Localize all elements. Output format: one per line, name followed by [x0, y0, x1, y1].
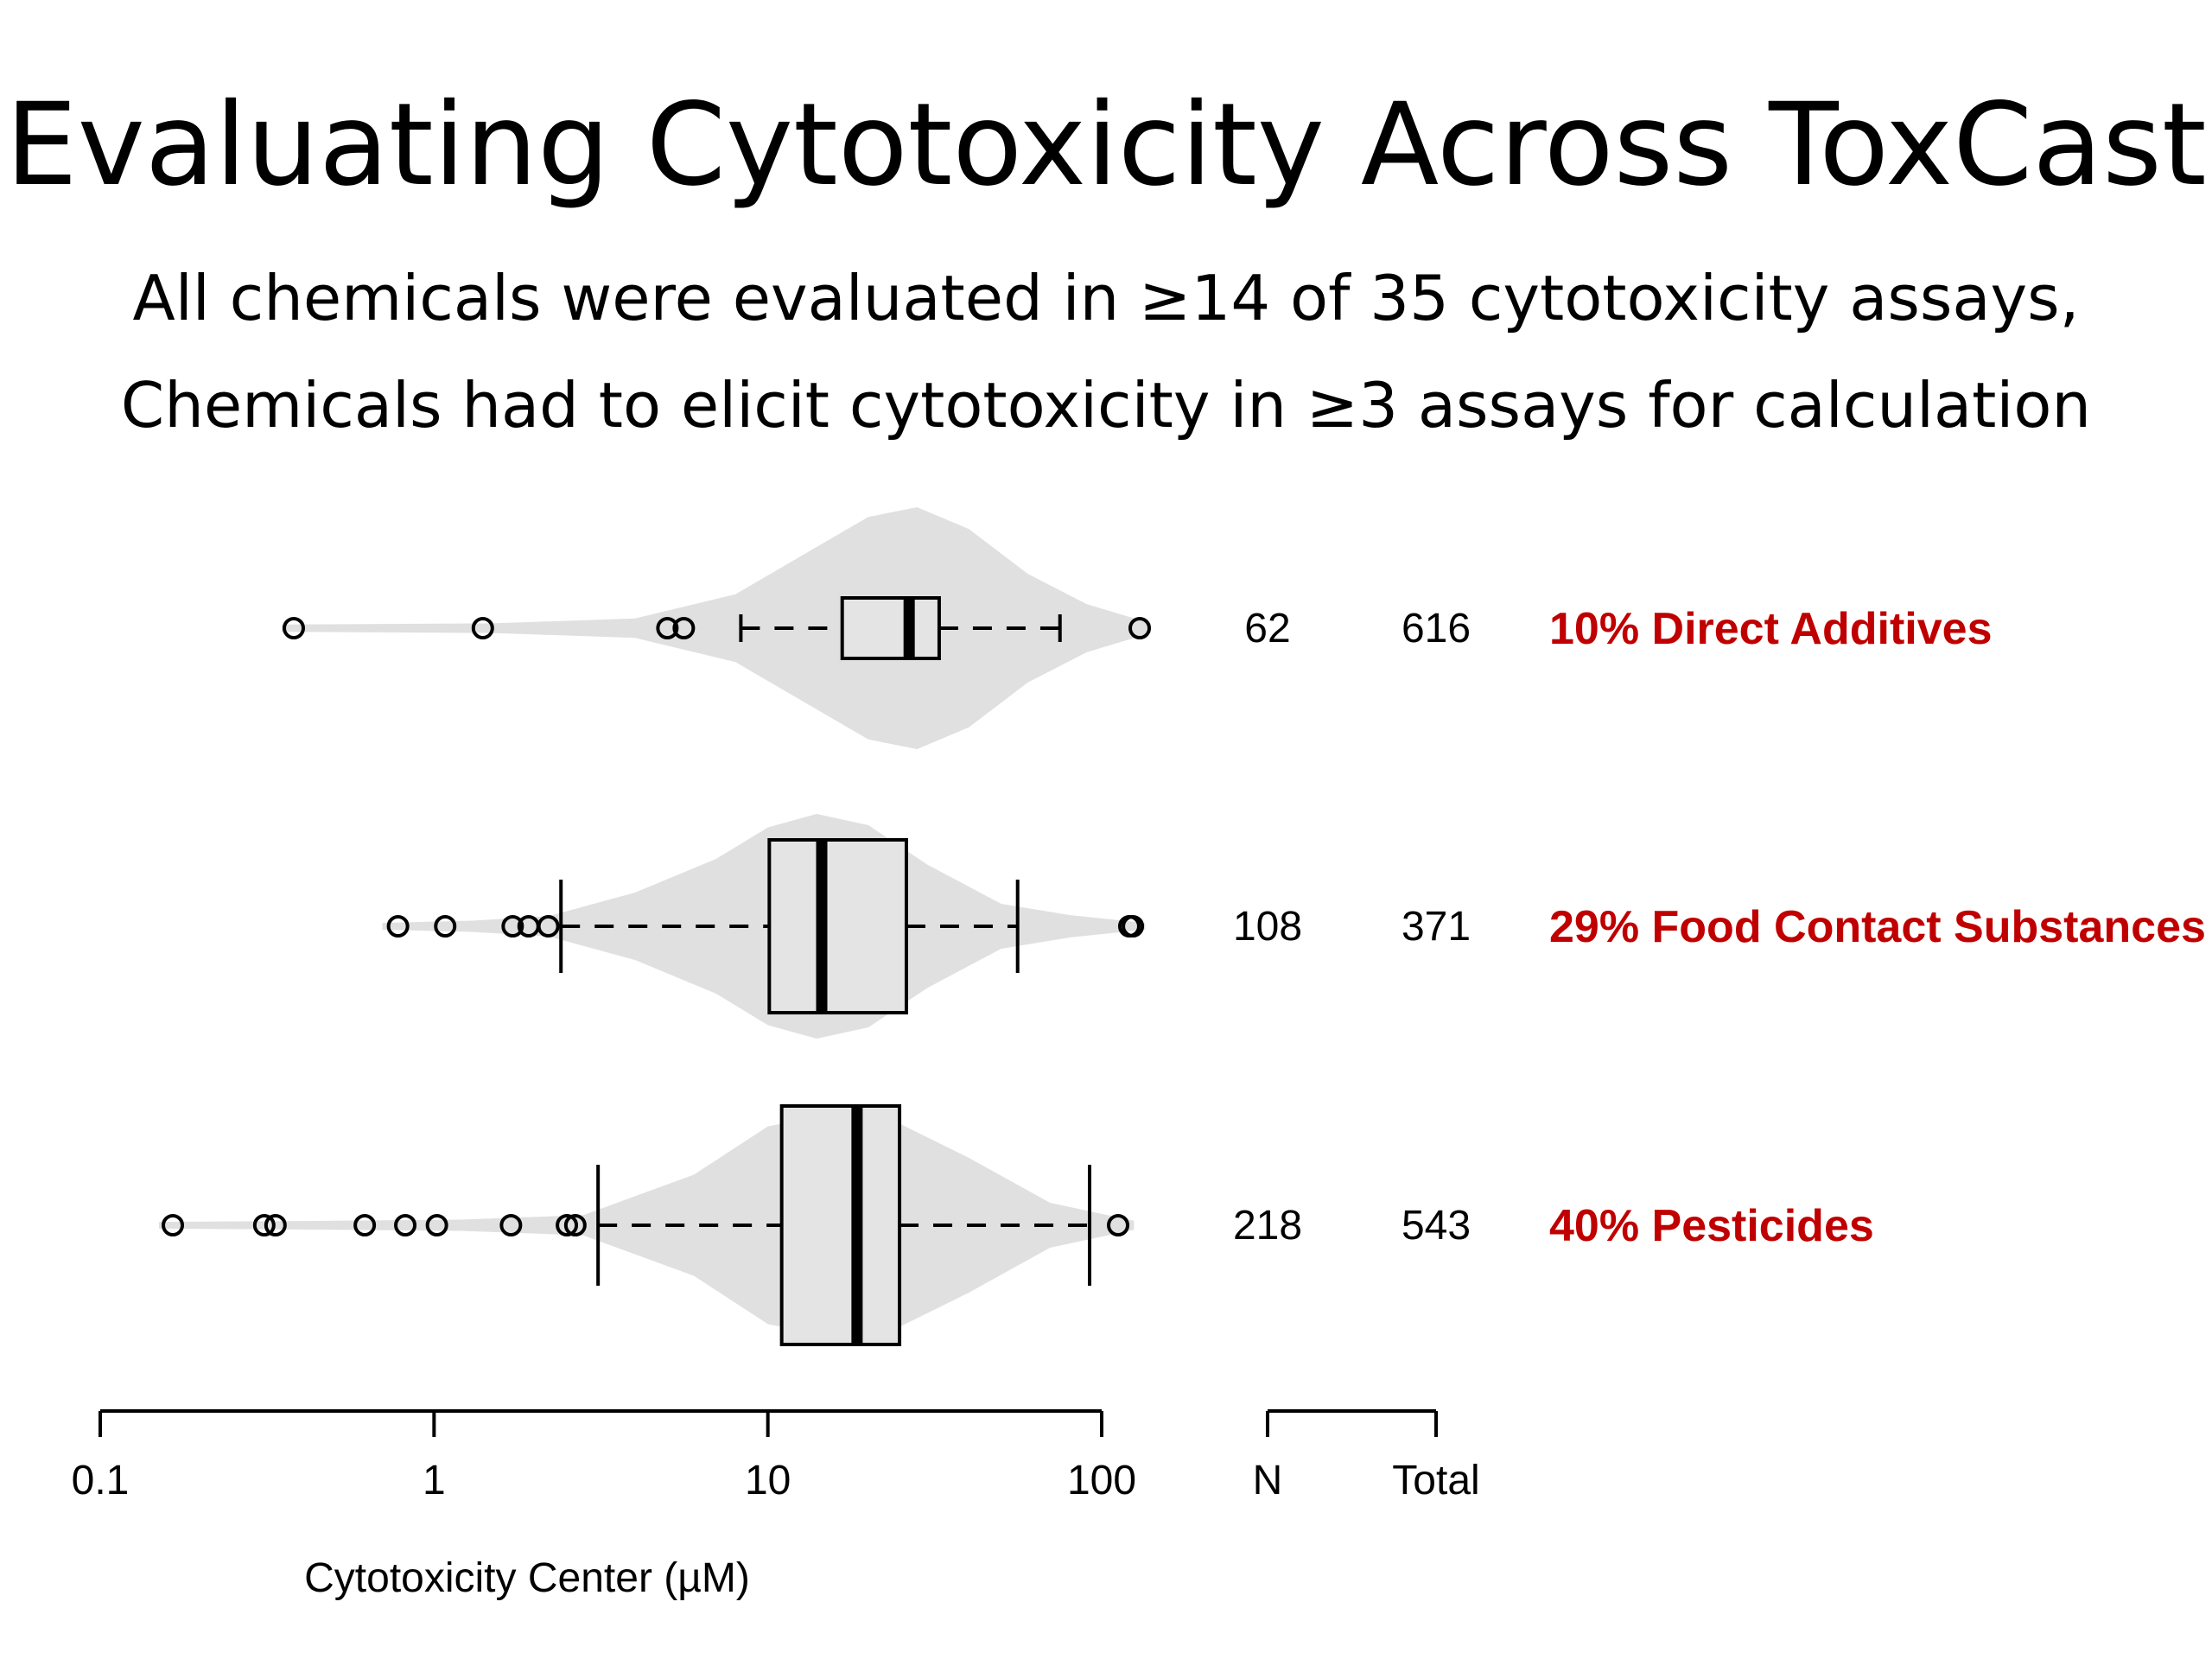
- table-columns: 62 616 10% Direct Additives 108 371 29% Food …: [1233, 604, 2206, 1503]
- total-value: 616: [1402, 606, 1471, 652]
- outlier-point: [282, 617, 305, 639]
- x-tick-label: 0.1: [72, 1458, 130, 1503]
- outlier-point: [672, 617, 696, 639]
- iqr-box: [840, 596, 941, 660]
- x-tick-label: 1: [423, 1458, 446, 1503]
- n-value: 218: [1233, 1203, 1302, 1249]
- outlier-point: [264, 1214, 287, 1236]
- outlier-point: [656, 617, 679, 639]
- outlier-point: [252, 1214, 276, 1236]
- x-axis: 0.1 1 10 100 Cytotoxicity Center (µM): [72, 1409, 1136, 1601]
- violin-layer: [159, 507, 1151, 1338]
- outlier-point: [1122, 915, 1145, 938]
- outlier-point: [471, 617, 494, 639]
- outlier-point: [556, 1214, 579, 1236]
- outlier-point: [425, 1214, 448, 1236]
- outlier-point: [162, 1214, 185, 1236]
- x-axis-title: Cytotoxicity Center (µM): [304, 1555, 750, 1601]
- outlier-point: [434, 915, 457, 938]
- subtitle-line-1: All chemicals were evaluated in ≥14 of 3…: [132, 262, 2080, 334]
- slide-title: Evaluating Cytotoxicity Across ToxCast: [5, 79, 2207, 212]
- series-label: 29% Food Contact Substances: [1549, 902, 2206, 952]
- series-label: 40% Pesticides: [1549, 1201, 1874, 1251]
- total-column-header: Total: [1392, 1458, 1479, 1503]
- series-label: 10% Direct Additives: [1549, 604, 1992, 654]
- outlier-point: [563, 1214, 587, 1236]
- n-column-header: N: [1253, 1458, 1283, 1503]
- x-tick-label: 10: [745, 1458, 791, 1503]
- outlier-point: [353, 1214, 377, 1236]
- outlier-point: [537, 915, 560, 938]
- box-layer: [162, 596, 1152, 1346]
- outlier-point: [499, 1214, 523, 1236]
- outlier-point: [501, 915, 524, 938]
- violin-shape: [282, 507, 1151, 749]
- x-tick-label: 100: [1067, 1458, 1136, 1503]
- outlier-point: [1107, 1214, 1130, 1236]
- total-value: 371: [1402, 904, 1471, 950]
- iqr-box: [779, 1104, 902, 1346]
- subtitle-line-2: Chemicals had to elicit cytotoxicity in …: [120, 369, 2092, 442]
- total-value: 543: [1402, 1203, 1471, 1249]
- outlier-point: [1128, 617, 1152, 639]
- outlier-point: [394, 1214, 417, 1236]
- n-value: 108: [1233, 904, 1302, 950]
- n-value: 62: [1244, 606, 1290, 652]
- outlier-point: [386, 915, 410, 938]
- iqr-box: [767, 838, 908, 1014]
